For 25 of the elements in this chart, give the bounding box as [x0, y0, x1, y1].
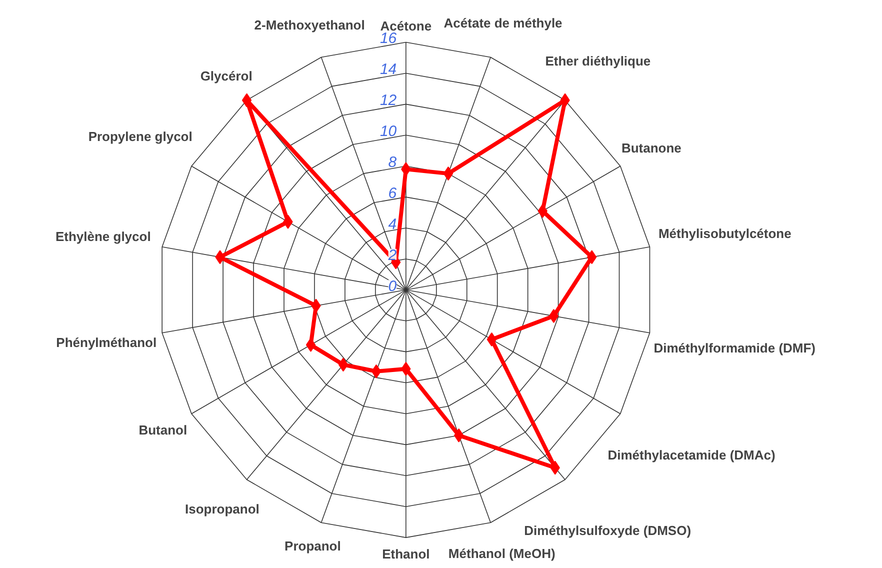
spoke-label: Butanol [138, 422, 188, 438]
spoke-label: Méthanol (MeOH) [448, 546, 556, 562]
y-tick-label: 12 [380, 92, 398, 110]
y-tick-label: 8 [388, 154, 398, 171]
spoke-label: Ethylène glycol [55, 229, 151, 244]
y-tick-label: 4 [388, 216, 397, 233]
spoke-label: Ethanol [382, 546, 430, 562]
spoke-label: Propanol [284, 538, 341, 554]
spoke-label: Diméthylacetamide (DMAc) [608, 447, 776, 462]
y-tick-label: 0 [388, 278, 398, 295]
spoke-label: 2-Methoxyethanol [254, 18, 365, 33]
y-tick-label: 2 [387, 246, 398, 264]
y-tick-label: 14 [380, 61, 397, 78]
spoke-label: Acétate de méthyle [444, 16, 562, 31]
spoke-label: Isopropanol [184, 501, 260, 516]
spoke-label: Ether diéthylique [545, 54, 651, 69]
y-tick-label: 10 [380, 123, 398, 140]
spoke-label: Méthylisobutylcétone [658, 226, 792, 242]
spoke-label: Glycérol [200, 68, 252, 84]
spoke-label: Butanone [621, 140, 682, 156]
spoke-label: Diméthylformamide (DMF) [654, 340, 816, 356]
spoke-label: Phénylméthanol [56, 335, 157, 350]
spoke-label: Propylene glycol [88, 129, 192, 144]
y-tick-label: 6 [388, 184, 398, 202]
spoke-label: Diméthylsulfoxyde (DMSO) [524, 522, 692, 538]
